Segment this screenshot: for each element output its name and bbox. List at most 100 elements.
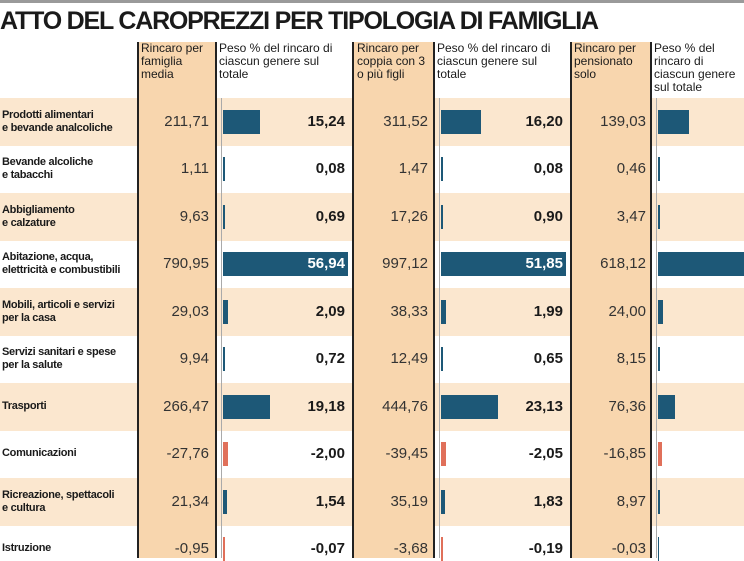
peso-value: 19,18 [307, 397, 345, 415]
positive-bar [658, 252, 744, 277]
rincaro-value: 29,03 [171, 302, 209, 320]
rincaro-column-bg [137, 42, 215, 558]
peso-value: 0,65 [533, 350, 563, 368]
positive-bar [441, 489, 446, 514]
positive-bar [441, 204, 444, 229]
row-label: Abbigliamento e calzature [2, 203, 75, 229]
negative-bar [223, 537, 225, 561]
peso-value: 2,09 [315, 302, 345, 320]
rincaro-value: 1,11 [180, 160, 209, 178]
rincaro-value: 3,47 [616, 207, 646, 225]
peso-value: 15,24 [307, 112, 345, 130]
rincaro-value: 0,46 [616, 160, 646, 178]
rincaro-value: 12,49 [390, 350, 428, 368]
positive-bar [223, 299, 229, 324]
rincaro-value: 8,15 [616, 350, 646, 368]
positive-bar [658, 347, 660, 372]
rincaro-value: 997,12 [382, 255, 428, 273]
positive-bar [441, 109, 481, 134]
positive-bar [223, 252, 348, 277]
column-header: Peso % del rincaro di ciascun genere sul… [219, 41, 333, 81]
positive-bar [223, 157, 225, 182]
peso-value: 0,90 [533, 207, 563, 225]
column-divider [215, 42, 217, 558]
rincaro-value: 266,47 [163, 397, 209, 415]
positive-bar [658, 299, 664, 324]
row-label: Abitazione, acqua, elettricità e combusti… [2, 251, 121, 277]
rincaro-value: -27,76 [166, 445, 209, 463]
rincaro-value: 24,00 [608, 302, 646, 320]
column-divider [650, 42, 652, 558]
rincaro-value: 35,19 [390, 492, 428, 510]
negative-bar [658, 442, 662, 467]
rincaro-value: 9,63 [179, 207, 209, 225]
peso-value: 0,72 [315, 350, 345, 368]
negative-bar [441, 537, 443, 561]
bar-axis [656, 98, 657, 558]
positive-bar [441, 299, 446, 324]
positive-bar [658, 204, 660, 229]
rincaro-value: 444,76 [382, 397, 428, 415]
bar-axis [221, 98, 222, 558]
top-rule [0, 0, 744, 3]
positive-bar [223, 394, 270, 419]
rincaro-value: 76,36 [608, 397, 646, 415]
column-header: Peso % del rincaro di ciascun genere sul… [437, 41, 551, 81]
rincaro-value: 790,95 [163, 255, 209, 273]
column-divider [570, 42, 572, 558]
peso-value: 1,83 [533, 492, 563, 510]
peso-value: 0,08 [533, 160, 563, 178]
positive-bar [658, 394, 675, 419]
rincaro-value: 1,47 [398, 160, 428, 178]
row-label: Ricreazione, spettacoli e cultura [2, 488, 115, 514]
row-label: Istruzione [2, 542, 51, 555]
positive-bar [658, 537, 659, 561]
positive-bar [223, 489, 227, 514]
peso-value: 51,85 [525, 255, 563, 273]
column-header: Rincaro per coppia con 3 o più figli [357, 41, 426, 81]
rincaro-value: 211,71 [164, 112, 209, 130]
peso-value: 0,69 [315, 207, 345, 225]
rincaro-value: -39,45 [385, 445, 428, 463]
rincaro-value: 9,94 [179, 350, 209, 368]
column-header: Rincaro per pensionato solo [574, 41, 637, 81]
positive-bar [658, 157, 660, 182]
row-label: Trasporti [2, 399, 47, 412]
rincaro-value: 38,33 [390, 302, 428, 320]
positive-bar [223, 347, 225, 372]
row-label: Servizi sanitari e spese per la salute [2, 346, 116, 372]
column-divider [137, 42, 139, 558]
column-header: Rincaro per famiglia media [141, 41, 204, 81]
row-label: Comunicazioni [2, 447, 77, 460]
rincaro-value: 139,03 [600, 112, 646, 130]
column-header: Peso % del rincaro di ciascun genere sul… [654, 41, 736, 94]
rincaro-value: 618,12 [600, 255, 646, 273]
peso-value: 0,08 [315, 160, 345, 178]
peso-value: -2,00 [310, 445, 345, 463]
rincaro-column-bg [353, 42, 433, 558]
positive-bar [441, 252, 566, 277]
rincaro-value: -3,68 [393, 540, 428, 558]
peso-value: -0,19 [528, 540, 563, 558]
positive-bar [223, 109, 261, 134]
positive-bar [658, 109, 689, 134]
peso-value: 1,54 [315, 492, 345, 510]
peso-value: -2,05 [528, 445, 563, 463]
peso-value: 56,94 [307, 255, 345, 273]
positive-bar [441, 157, 443, 182]
positive-bar [441, 394, 498, 419]
rincaro-value: -0,95 [174, 540, 209, 558]
chart-title: ATTO DEL CAROPREZZI PER TIPOLOGIA DI FAM… [0, 7, 599, 35]
peso-value: 23,13 [525, 397, 563, 415]
bar-axis [439, 98, 440, 558]
column-divider [433, 42, 435, 558]
negative-bar [223, 442, 228, 467]
row-label: Prodotti alimentari e bevande analcoliche [2, 108, 113, 134]
row-label: Mobili, articoli e servizi per la casa [2, 298, 115, 324]
positive-bar [223, 204, 225, 229]
rincaro-value: 17,26 [390, 207, 428, 225]
column-divider [352, 42, 354, 558]
peso-value: -0,07 [310, 540, 345, 558]
peso-value: 16,20 [525, 112, 563, 130]
negative-bar [441, 442, 447, 467]
